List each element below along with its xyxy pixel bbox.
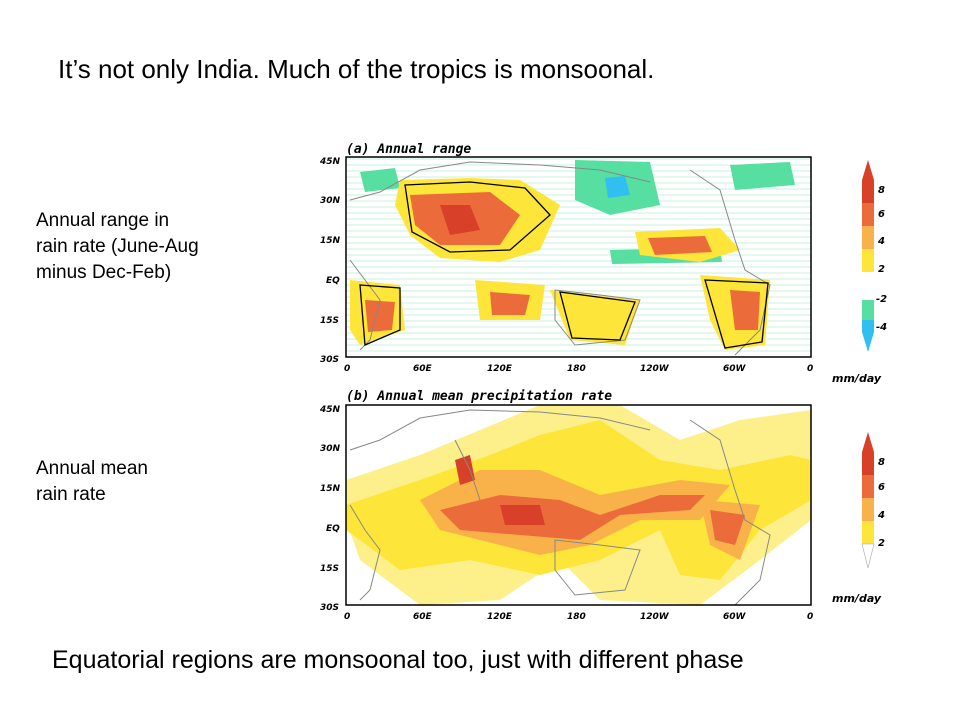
lat-tick-label: 30N <box>320 444 341 454</box>
zero-contour <box>559 291 636 341</box>
panel-annual-range: (a) Annual range <box>319 142 887 385</box>
footer-caption: Equatorial regions are monsoonal too, ju… <box>52 646 744 674</box>
slide-title: It’s not only India. Much of the tropics… <box>58 54 655 84</box>
colorbar-arrow <box>862 332 874 352</box>
colorbar-label: 8 <box>878 185 885 196</box>
colorbar-swatch-8 <box>862 180 874 203</box>
coastline <box>554 539 641 596</box>
lon-tick-label: 0 <box>807 612 813 622</box>
strong-positive-anomaly <box>490 292 530 315</box>
positive-anomaly <box>550 290 640 345</box>
lat-tick-label: 15N <box>320 236 341 246</box>
strong-positive-anomaly <box>365 300 395 332</box>
lon-tick-label: 0 <box>344 612 350 622</box>
lon-tick-label: 60E <box>413 612 433 622</box>
panel-a-title: (a) Annual range <box>346 142 471 157</box>
coastline <box>454 439 481 501</box>
lon-tick-label: 120E <box>487 612 513 622</box>
colorbar-swatch-2 <box>862 249 874 272</box>
negative-anomaly <box>730 162 795 190</box>
colorbar-label: 4 <box>877 510 885 521</box>
lon-tick-label: 0 <box>807 364 813 374</box>
panel-a-field <box>349 160 795 356</box>
lon-tick-label: 120W <box>640 364 670 374</box>
coastline <box>349 259 381 351</box>
rain-level-8 <box>455 455 475 485</box>
colorbar-label: 6 <box>878 482 885 493</box>
panel-b-lat-axis: 45N 30N 15N EQ 15S 30S <box>319 405 341 613</box>
lat-tick-label: 30S <box>320 603 339 613</box>
strong-positive-anomaly <box>730 290 760 330</box>
colorbar-arrow <box>862 160 874 180</box>
lon-tick-label: 120W <box>640 612 670 622</box>
lat-tick-label: 30S <box>320 355 339 365</box>
strong-negative-anomaly <box>605 176 630 198</box>
colorbar-arrow <box>861 543 875 569</box>
colorbar-swatch-2 <box>862 521 874 544</box>
negative-anomaly <box>360 168 400 192</box>
annual-range-label: Annual range in rain rate (June-Aug minu… <box>36 210 199 283</box>
colorbar-label: 8 <box>878 457 885 468</box>
panel-b-field <box>346 405 811 605</box>
colorbar-label: 4 <box>877 236 885 247</box>
coastline <box>554 289 641 346</box>
coastline <box>689 169 771 356</box>
lat-tick-label: EQ <box>326 524 340 534</box>
colorbar-label: -4 <box>876 322 887 333</box>
colorbar-label: 2 <box>878 264 885 275</box>
colorbar-unit: mm/day <box>832 372 882 385</box>
colorbar-label: 2 <box>878 538 885 549</box>
lat-tick-label: 45N <box>319 405 341 415</box>
colorbar-swatch-8 <box>862 452 874 475</box>
coastline <box>349 504 381 601</box>
lat-tick-label: 15S <box>320 316 339 326</box>
colorbar-swatch-neg4 <box>862 320 874 332</box>
annual-mean-label: Annual mean rain rate <box>36 458 148 505</box>
lon-tick-label: 180 <box>567 364 586 374</box>
colorbar-swatch-6 <box>862 203 874 226</box>
zero-contour <box>359 284 401 346</box>
lat-tick-label: 15N <box>320 484 341 494</box>
zero-contour <box>404 181 551 253</box>
colorbar-swatch-6 <box>862 475 874 498</box>
strong-positive-anomaly <box>648 236 712 255</box>
rain-level-6 <box>710 510 745 545</box>
panel-a-lon-axis: 0 60E 120E 180 120W 60W 0 <box>344 364 813 374</box>
coastline <box>349 409 651 451</box>
colorbar-label: 6 <box>878 209 885 220</box>
panel-b-colorbar: 8 6 4 2 mm/day <box>832 432 885 605</box>
colorbar-unit: mm/day <box>832 592 882 605</box>
lon-tick-label: 0 <box>344 364 350 374</box>
coastline <box>689 419 771 605</box>
lon-tick-label: 60W <box>723 364 747 374</box>
panel-a-colorbar: 8 6 4 2 -2 -4 mm/day <box>832 160 887 385</box>
panel-annual-mean: (b) Annual mean precipitation rate 45N <box>319 389 885 622</box>
lat-tick-label: 15S <box>320 564 339 574</box>
lon-tick-label: 60W <box>723 612 747 622</box>
lon-tick-label: 180 <box>567 612 586 622</box>
lon-tick-label: 60E <box>413 364 433 374</box>
panel-a-lat-axis: 45N 30N 15N EQ 15S 30S <box>319 157 341 365</box>
colorbar-swatch-4 <box>862 226 874 249</box>
panel-b-lon-axis: 0 60E 120E 180 120W 60W 0 <box>344 612 813 622</box>
colorbar-label: -2 <box>876 294 887 305</box>
rain-level-8 <box>500 505 545 525</box>
lat-tick-label: 45N <box>319 157 341 167</box>
lon-tick-label: 120E <box>487 364 513 374</box>
colorbar-arrow <box>862 432 874 452</box>
lat-tick-label: EQ <box>326 276 340 286</box>
colorbar-swatch-neg2 <box>862 300 874 320</box>
panel-b-border <box>345 404 812 606</box>
panel-a-border <box>345 156 812 358</box>
colorbar-swatch-4 <box>862 498 874 521</box>
panel-b-title: (b) Annual mean precipitation rate <box>346 389 612 404</box>
lat-tick-label: 30N <box>320 196 341 206</box>
peak-positive-anomaly <box>440 205 480 235</box>
zero-contour <box>704 279 769 349</box>
coastline <box>349 161 651 201</box>
